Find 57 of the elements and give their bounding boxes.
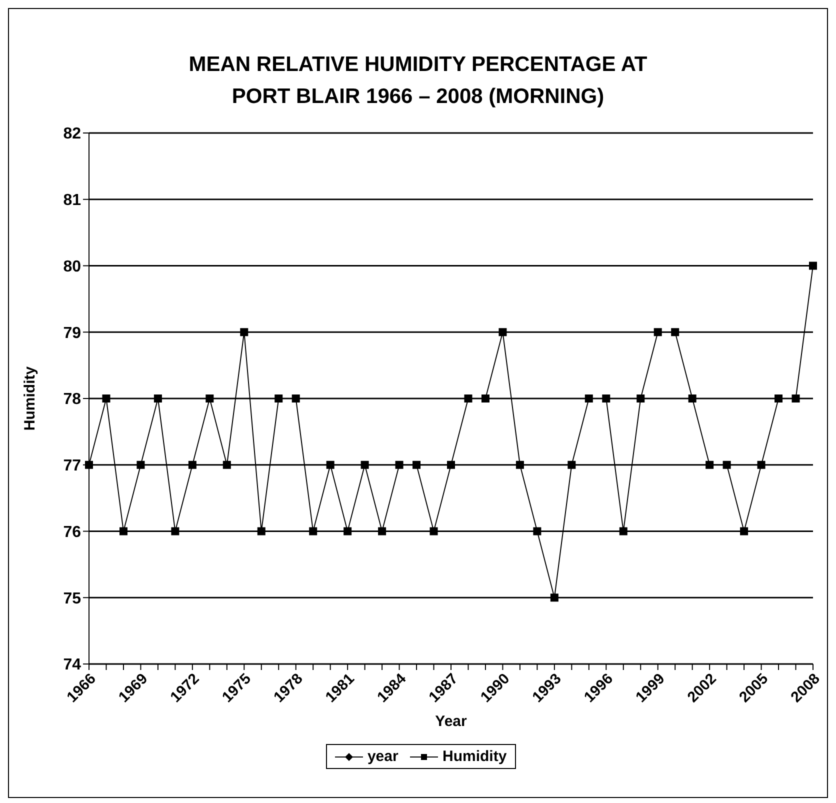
y-axis-title: Humidity	[21, 366, 38, 431]
point	[706, 460, 714, 469]
point	[85, 460, 93, 469]
point	[378, 527, 386, 536]
point	[395, 460, 404, 469]
y-tick-label: 77	[63, 458, 82, 475]
point	[584, 394, 593, 402]
point	[688, 394, 696, 402]
point	[412, 460, 421, 469]
y-tick-label: 80	[63, 258, 82, 276]
point	[119, 527, 128, 536]
point	[274, 394, 283, 402]
x-axis-title: Year	[435, 713, 468, 730]
point	[344, 527, 352, 536]
point	[102, 394, 110, 402]
point	[240, 328, 248, 336]
point	[309, 527, 318, 536]
point	[792, 394, 800, 402]
point	[464, 394, 472, 402]
point	[222, 460, 231, 469]
legend-label: year	[366, 748, 398, 765]
point	[360, 460, 369, 469]
point	[671, 328, 680, 336]
point	[602, 394, 610, 402]
y-tick-label: 74	[63, 656, 82, 674]
point	[654, 328, 662, 336]
point	[516, 460, 524, 469]
point	[447, 460, 455, 469]
point	[636, 394, 645, 402]
point	[326, 460, 334, 469]
point	[740, 527, 748, 536]
y-tick-label: 79	[63, 324, 82, 342]
point	[809, 262, 817, 270]
point	[498, 328, 507, 336]
point	[188, 460, 196, 469]
chart-title: MEAN RELATIVE HUMIDITY PERCENTAGE AT PORT BLAIR 1966 – 2008 (MORNING)	[188, 52, 648, 110]
point	[533, 527, 542, 536]
legend-label: Humidity	[442, 748, 507, 765]
point	[154, 394, 162, 402]
y-tick-label: 75	[63, 590, 82, 608]
y-tick-label: 82	[63, 126, 82, 143]
point	[292, 394, 300, 402]
point	[171, 527, 180, 536]
point	[550, 594, 558, 602]
point	[136, 460, 145, 469]
point	[568, 460, 576, 469]
y-tick-label: 76	[63, 524, 82, 541]
point	[206, 394, 214, 402]
point	[430, 527, 438, 536]
point	[257, 527, 266, 536]
point	[722, 460, 731, 469]
point	[619, 527, 628, 536]
y-tick-label: 81	[63, 192, 82, 210]
point	[757, 460, 766, 469]
point	[481, 394, 490, 402]
y-tick-label: 78	[63, 391, 82, 408]
point	[774, 394, 783, 402]
